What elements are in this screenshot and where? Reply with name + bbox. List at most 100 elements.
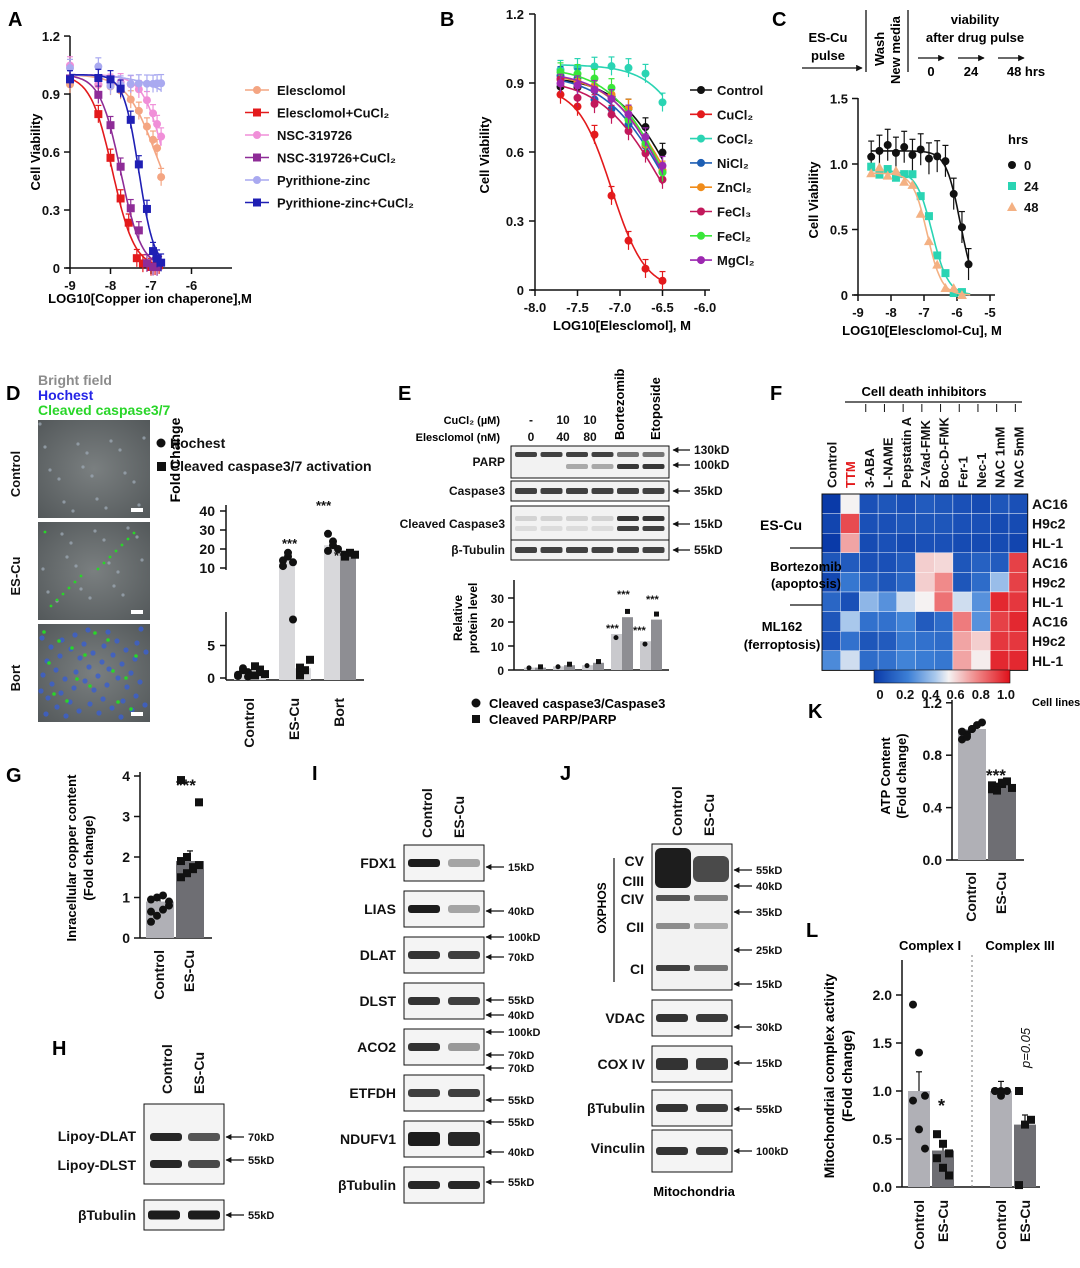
cell (46, 590, 50, 594)
point-a-2 (153, 120, 162, 129)
point-caspase (306, 655, 314, 664)
point-c-1 (867, 162, 876, 171)
lane-label-h-1: ES-Cu (191, 1052, 207, 1094)
point-l (1015, 1087, 1023, 1095)
point-c-0 (933, 152, 942, 161)
group-ml162: ML162 (762, 619, 802, 634)
marker-h-0: 70kD (248, 1132, 274, 1144)
point-a-0 (142, 122, 151, 131)
cell (86, 664, 92, 670)
cell (90, 474, 94, 478)
y-tick-label: 1.0 (830, 157, 848, 172)
band (150, 1160, 182, 1168)
cell (104, 682, 110, 688)
y-tick-label: 0.9 (506, 76, 524, 91)
point-b-7 (624, 110, 633, 119)
pvalue-l: p=0.05 (1018, 1027, 1033, 1069)
cell (73, 669, 79, 675)
band (566, 464, 588, 469)
heat-cell (952, 493, 972, 514)
x-category-l-2: Control (993, 1200, 1009, 1250)
heat-cell (896, 513, 916, 534)
band (448, 951, 480, 959)
row-label-f-2: HL-1 (1032, 535, 1063, 551)
band (694, 923, 728, 929)
marker-i-10: 55kD (508, 1117, 534, 1129)
y-tick-label: 30 (491, 592, 505, 606)
heatmap-row-labels: AC16 H9c2 HL-1 AC16 H9c2 HL-1 AC16 H9c2 HL-1 (1032, 496, 1068, 669)
point-b-0 (641, 123, 650, 132)
heatmap-colorbar (873, 669, 1011, 684)
complex-label-3: CII (626, 919, 644, 935)
band (150, 1133, 182, 1141)
blot-frame (143, 1103, 225, 1185)
column-label-5: Z-Vad-FMK (918, 420, 933, 488)
blot-e-2: Cleaved Caspase3 (400, 505, 670, 543)
heatmap-column-labels: Control TTM 3-ABA L-NAME Pepstatin A Z-Vad-FM… (824, 404, 1026, 488)
panel-letter-a: A (8, 9, 22, 31)
y-tick-label: 0.3 (42, 203, 60, 218)
point-b-7 (556, 79, 565, 88)
bar-parp-ratio (564, 665, 575, 670)
marker-i-6: 100kD (508, 1027, 540, 1039)
panel-letter-g: G (6, 765, 22, 787)
panel-c-curves (866, 128, 973, 299)
complex-label-2: CIV (621, 891, 645, 907)
band (617, 516, 639, 521)
band (540, 488, 563, 494)
panel-letter-c: C (772, 9, 786, 31)
cell (126, 526, 130, 530)
heat-cell (821, 533, 841, 554)
blot-i-5 (403, 1074, 485, 1112)
point-c-1 (875, 170, 884, 179)
point-l (909, 1096, 917, 1105)
band (642, 526, 665, 531)
micrograph-bort: Bort (8, 624, 150, 722)
heat-cell (915, 493, 935, 514)
legend-marker (1008, 161, 1016, 169)
cell (62, 500, 66, 504)
panel-b-legend: Control CuCl₂ CoCl₂ NiCl₂ ZnCl₂ FeCl₃ FeCl₂ MgC… (690, 83, 763, 268)
point-k (988, 781, 996, 790)
scale-tick-0: 0 (876, 687, 883, 702)
band (540, 526, 563, 531)
point-c-0 (900, 143, 909, 152)
y-tick-label: 10 (491, 640, 505, 654)
cell (114, 638, 120, 644)
point-c-2 (932, 259, 943, 269)
heat-cell (840, 611, 860, 632)
bar-k-0 (958, 729, 986, 860)
heat-cell (877, 631, 897, 652)
caspase-cell (42, 630, 46, 634)
blot-label-e-2: Cleaved Caspase3 (400, 517, 506, 531)
panel-b-curves (556, 56, 667, 290)
panel-letter-k: K (808, 701, 823, 723)
point-c-0 (957, 223, 966, 232)
legend-marker-square (157, 462, 166, 471)
scale-bar (131, 712, 143, 716)
point-l (939, 1163, 947, 1172)
heat-cell (990, 493, 1010, 514)
marker-i-3: 70kD (508, 952, 534, 964)
caspase-cell (111, 669, 115, 673)
panel-e-plot: 0 10 20 30 *** *** *** *** (491, 580, 669, 678)
point-a-3 (94, 90, 103, 99)
panel-b-axes (531, 14, 710, 291)
band (656, 1104, 688, 1112)
column-label-10: NAC 5mM (1011, 427, 1026, 488)
band (656, 1058, 688, 1070)
cell (110, 652, 116, 658)
marker-e-3: 15kD (694, 517, 723, 531)
cell (91, 687, 97, 693)
point-b-7 (590, 85, 599, 94)
heat-cell (915, 533, 935, 554)
legend-marker (697, 183, 705, 192)
bar-hochest (279, 560, 295, 680)
band (566, 526, 588, 531)
band (515, 516, 537, 521)
heat-cell (952, 591, 972, 612)
point-a-4 (142, 79, 151, 88)
heat-cell (915, 650, 935, 671)
y-tick-label: 1.5 (830, 92, 848, 107)
x-category-k-1: ES-Cu (993, 872, 1009, 914)
